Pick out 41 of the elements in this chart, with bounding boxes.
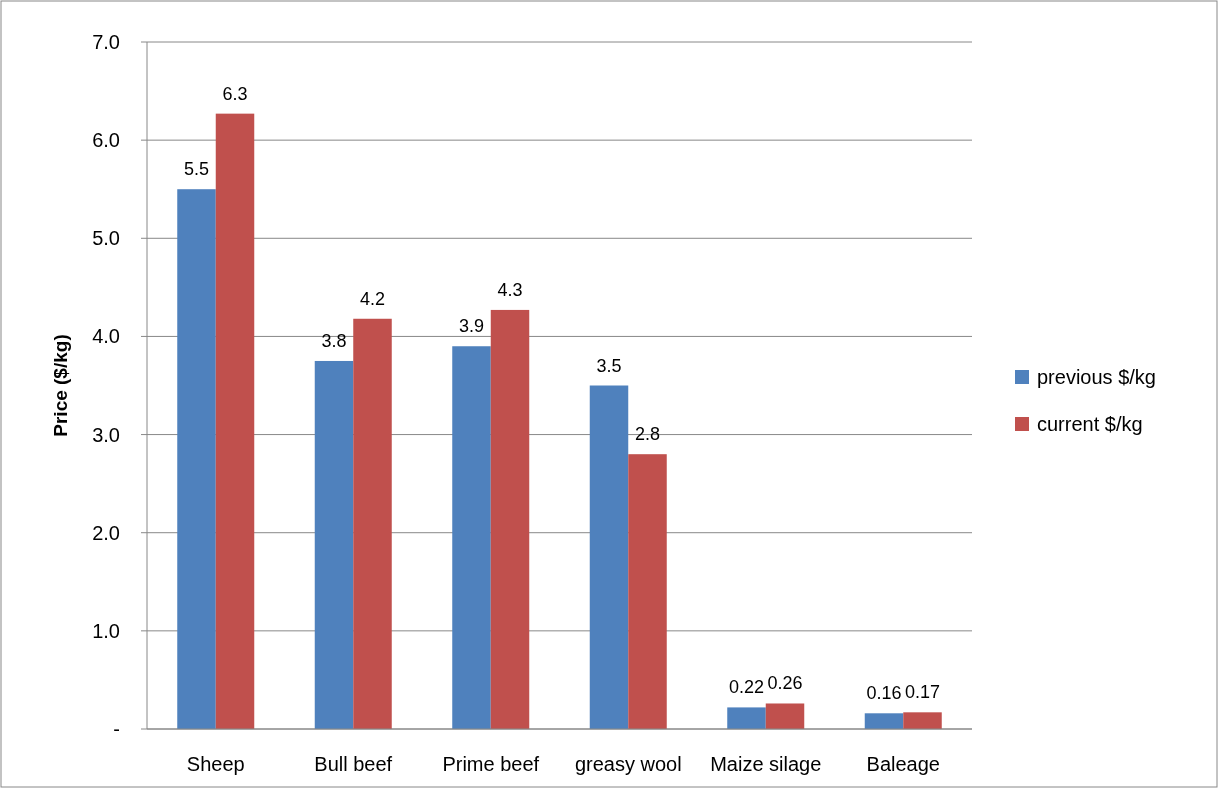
data-label: 3.9 [458,316,485,337]
data-label: 0.22 [728,677,765,698]
data-label: 0.16 [866,683,902,704]
bar [589,385,629,729]
data-label: 2.8 [634,424,661,445]
x-tick-label: greasy wool [574,753,682,775]
bar [765,703,805,729]
y-tick-label: 5.0 [92,227,120,250]
data-label: 4.3 [497,279,523,300]
data-label: 6.3 [222,83,248,104]
data-label: 4.2 [359,288,386,309]
y-tick-label: 3.0 [92,423,120,446]
bar [727,707,766,729]
x-tick-label: Maize silage [710,753,822,775]
y-tick-label: 6.0 [92,129,120,152]
legend-label: current $/kg [1037,413,1143,435]
y-tick-label: 1.0 [92,619,120,642]
bar [314,360,354,729]
data-label: 3.5 [596,355,622,376]
bar [628,454,667,729]
x-tick-label: Prime beef [442,753,540,775]
y-tick-label: 4.0 [92,325,120,348]
bar [864,713,904,729]
bar [177,189,216,729]
x-tick-label: Bull beef [314,753,393,775]
bar [903,712,942,729]
y-tick-label: 7.0 [92,31,120,53]
data-label: 5.5 [183,159,210,180]
bar [215,113,255,729]
y-axis-title: Price ($/kg) [50,334,71,437]
legend-label: previous $/kg [1037,366,1156,388]
data-label: 3.8 [321,330,347,351]
bar [353,318,392,729]
bar [452,346,491,729]
bar [490,309,530,729]
y-tick-label: - [113,718,120,740]
y-tick-label: 2.0 [92,521,120,544]
x-tick-label: Sheep [186,753,245,775]
data-label: 0.17 [904,682,941,703]
x-tick-label: Baleage [866,753,940,775]
data-label: 0.26 [767,673,803,694]
